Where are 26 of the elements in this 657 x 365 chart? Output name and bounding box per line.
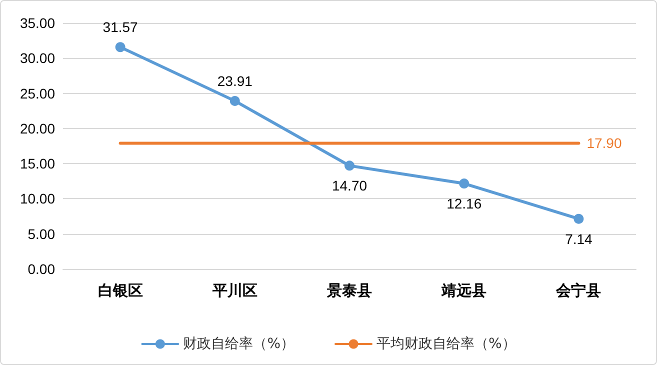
y-tick-label: 5.00 xyxy=(28,226,56,242)
point xyxy=(459,178,470,189)
point xyxy=(115,42,126,52)
data-label: 12.16 xyxy=(446,196,482,212)
x-tick-label: 景泰县 xyxy=(326,282,372,300)
y-tick-label: 0.00 xyxy=(28,261,56,277)
y-tick-label: 15.00 xyxy=(20,156,56,172)
x-tick-label: 白银区 xyxy=(98,282,143,300)
point xyxy=(574,214,584,224)
legend-label: 平均财政自给率（%） xyxy=(376,336,516,352)
x-tick-label: 靖远县 xyxy=(440,282,487,300)
data-label: 31.57 xyxy=(102,19,138,36)
point xyxy=(344,160,354,171)
y-tick-label: 35.00 xyxy=(20,15,56,31)
y-tick-label: 20.00 xyxy=(20,120,56,136)
y-tick-label: 10.00 xyxy=(20,190,56,207)
data-label: 17.90 xyxy=(586,135,622,152)
x-tick-label: 会宁县 xyxy=(555,282,602,300)
y-tick-label: 30.00 xyxy=(20,50,56,66)
data-label: 7.14 xyxy=(565,230,593,247)
data-label: 23.91 xyxy=(217,72,253,89)
point xyxy=(230,96,240,106)
data-label: 14.70 xyxy=(332,178,368,194)
x-tick-label: 平川区 xyxy=(211,282,258,300)
legend-label: 财政自给率（%） xyxy=(183,336,295,352)
y-tick-label: 25.00 xyxy=(20,85,56,102)
